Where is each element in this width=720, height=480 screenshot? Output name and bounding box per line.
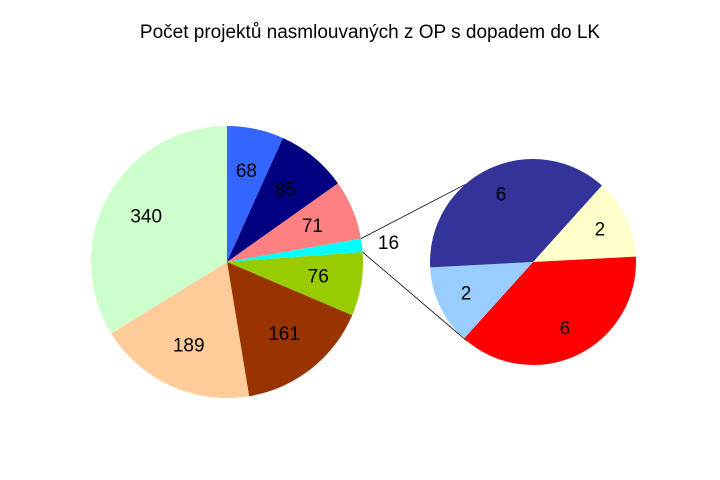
main-slice-label-2: 71	[302, 216, 323, 237]
slice-labels: 68 85 71 16 76 161 189 340 2 6 2 6	[130, 161, 605, 357]
detail-slice-0	[533, 185, 636, 262]
main-slice-5	[227, 262, 353, 397]
connector-lines	[360, 183, 468, 342]
main-slice-1	[227, 138, 338, 262]
chart-title: Počet projektů nasmlouvaných z OP s dopa…	[139, 22, 601, 43]
main-slice-0	[226, 125, 283, 262]
main-pie	[90, 125, 363, 398]
detail-slice-label-2: 2	[461, 283, 472, 304]
detail-slice-2	[430, 262, 533, 339]
main-slice-label-6: 189	[173, 336, 205, 357]
detail-slice-1	[464, 256, 637, 365]
connector-line-0	[360, 183, 466, 239]
main-slice-label-1: 85	[275, 180, 296, 201]
main-slice-6	[111, 262, 250, 398]
main-slice-3	[227, 238, 363, 262]
main-slice-label-5: 161	[268, 324, 300, 345]
detail-slice-label-0: 2	[595, 220, 606, 241]
connector-line-1	[362, 251, 468, 342]
detail-pie	[429, 159, 637, 365]
main-slice-label-3: 16	[378, 233, 399, 254]
main-slice-label-4: 76	[308, 267, 329, 288]
main-slice-label-0: 68	[236, 161, 257, 182]
detail-slice-3	[429, 159, 602, 268]
main-slice-2	[227, 183, 361, 262]
main-slice-7	[90, 126, 227, 334]
main-slice-label-7: 340	[130, 207, 162, 228]
main-slice-4	[227, 252, 363, 316]
detail-slice-label-1: 6	[560, 318, 571, 339]
detail-slice-label-3: 6	[496, 185, 507, 206]
